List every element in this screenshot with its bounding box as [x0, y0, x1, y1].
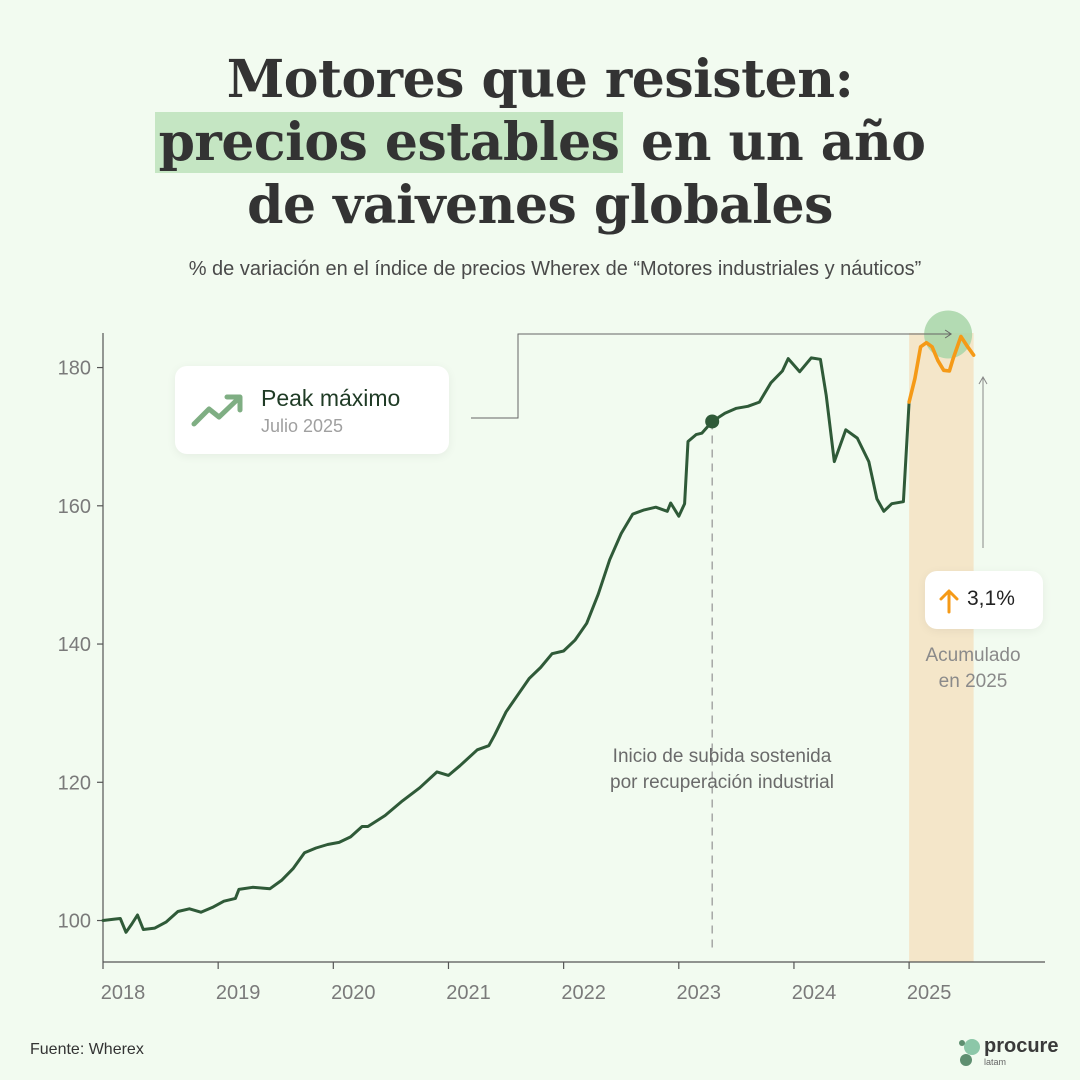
x-tick-label: 2021: [446, 982, 491, 1004]
x-tick-label: 2025: [907, 982, 952, 1004]
x-tick-label: 2024: [792, 982, 837, 1004]
page-title: Motores que resisten: precios estables e…: [0, 48, 1080, 237]
arrow-up-icon: [939, 589, 959, 614]
x-tick-label: 2019: [216, 982, 261, 1004]
subida-line-2: por recuperación industrial: [610, 772, 834, 793]
y-tick-label: 100: [58, 911, 91, 933]
accumulated-label-line-1: Acumulado: [925, 645, 1021, 666]
accumulated-label: Acumulado en 2025: [900, 643, 1046, 695]
peak-date: Julio 2025: [261, 416, 344, 436]
title-line-2: precios estables en un año: [0, 111, 1080, 174]
y-tick-label: 120: [58, 772, 91, 794]
title-line-1: Motores que resisten:: [226, 49, 854, 110]
x-tick-label: 2020: [331, 982, 376, 1004]
source-note: Fuente: Wherex: [30, 1041, 144, 1058]
accumulated-label-line-2: en 2025: [938, 671, 1008, 692]
subida-marker-point: [705, 414, 720, 429]
title-line-3: de vaivenes globales: [247, 175, 833, 236]
subida-annotation: Inicio de subida sostenida por recuperac…: [560, 744, 884, 796]
x-tick-label: 2022: [561, 982, 606, 1004]
accumulated-value: 3,1%: [967, 587, 1015, 610]
accumulated-arrowhead: [978, 375, 988, 385]
trend-up-icon: [191, 394, 243, 427]
peak-connector-line: [471, 333, 952, 419]
series-line-2025: [907, 334, 976, 404]
peak-card: Peak máximo Julio 2025: [175, 366, 449, 454]
y-tick-label: 140: [58, 634, 91, 656]
subtitle: % de variación en el índice de precios W…: [188, 258, 922, 280]
x-tick-label: 2018: [101, 982, 146, 1004]
subida-line-1: Inicio de subida sostenida: [612, 746, 832, 767]
series-line-index: [101, 356, 911, 934]
logo-text: procure: [984, 1035, 1059, 1057]
highlight-band-2025: [909, 333, 974, 962]
accumulated-card: 3,1%: [925, 571, 1043, 629]
x-tick-label: 2023: [677, 982, 722, 1004]
logo-dots-icon: [959, 1039, 980, 1066]
procure-logo: procure latam: [958, 1035, 1068, 1071]
y-tick-label: 160: [58, 496, 91, 518]
peak-title: Peak máximo: [261, 385, 401, 411]
peak-connector-arrowhead: [944, 329, 953, 339]
logo-subtext: latam: [984, 1057, 1007, 1067]
title-line-2-rest: en un año: [623, 112, 926, 173]
title-highlight: precios estables: [154, 112, 624, 173]
y-tick-label: 180: [58, 358, 91, 380]
